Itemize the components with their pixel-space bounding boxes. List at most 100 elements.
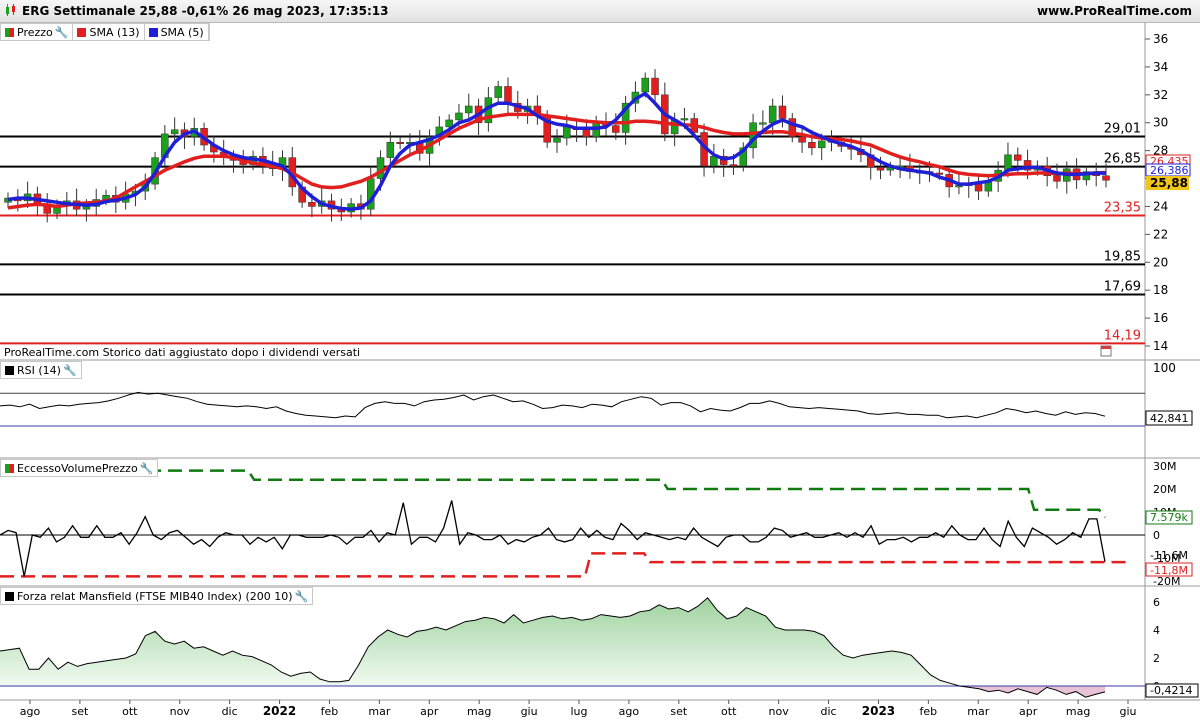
- price-tick-label: 32: [1153, 88, 1168, 102]
- x-tick-label: feb: [321, 705, 339, 718]
- x-tick-label: giu: [1119, 705, 1136, 718]
- x-tick-label: 2023: [862, 704, 895, 718]
- candle-body: [768, 105, 777, 123]
- candle-body: [974, 183, 983, 192]
- candle-body: [1004, 154, 1012, 171]
- candle-body: [935, 172, 944, 175]
- candle-body: [170, 129, 179, 135]
- price-tick-label: 22: [1153, 227, 1168, 241]
- x-tick-label: apr: [420, 705, 439, 718]
- mansfield-tick-label: 6: [1153, 596, 1160, 609]
- price-tick-label: 24: [1153, 199, 1168, 213]
- rsi-value-label: 42,841: [1150, 412, 1189, 425]
- wrench-icon[interactable]: 🔧: [54, 25, 69, 39]
- volume-upper-tag: [1145, 510, 1193, 525]
- level-label: 23,35: [1104, 201, 1141, 216]
- site-link[interactable]: www.ProRealTime.com: [1037, 4, 1192, 18]
- wrench-icon[interactable]: 🔧: [139, 461, 154, 475]
- candle-body: [680, 118, 689, 121]
- candle-body: [612, 125, 620, 133]
- volume-tick-label: 0: [1153, 529, 1160, 542]
- volume-tick-label: 20M: [1153, 483, 1177, 496]
- mansfield-positive-area: [0, 597, 1105, 686]
- legend-sma13[interactable]: SMA (13): [73, 24, 145, 40]
- candle-body: [376, 157, 385, 179]
- x-tick-label: mar: [368, 705, 390, 718]
- rsi-legend[interactable]: RSI (14) 🔧: [0, 361, 82, 379]
- volume-label: EccessoVolumePrezzo: [17, 461, 138, 475]
- rsi-value-tag: [1145, 410, 1193, 426]
- mansfield-legend[interactable]: Forza relat Mansfield (FTSE MIB40 Index)…: [0, 587, 314, 605]
- level-label: 17,69: [1104, 280, 1141, 295]
- sma5-swatch-icon: [148, 27, 158, 37]
- candle-body: [817, 140, 826, 149]
- price-tick-label: 18: [1153, 283, 1168, 297]
- volume-tick-label: -10M: [1153, 552, 1180, 565]
- rsi-label: RSI (14): [17, 363, 61, 377]
- mansfield-negative-area: [0, 686, 1105, 698]
- candle-body: [582, 129, 591, 137]
- level-label: 26,85: [1104, 152, 1141, 167]
- calendar-icon-top: [1101, 346, 1111, 349]
- mansfield-tick-label: 4: [1153, 624, 1160, 637]
- level-label: 29,01: [1104, 122, 1141, 137]
- legend-price[interactable]: Prezzo 🔧: [1, 24, 74, 40]
- candle-body: [455, 112, 463, 121]
- price-tick-label: 36: [1153, 32, 1168, 46]
- title-bar: ERG Settimanale 25,88 -0,61% 26 mag 2023…: [0, 0, 1200, 23]
- candle-body: [465, 105, 473, 114]
- candle-body: [1023, 160, 1032, 171]
- rsi-line: [0, 391, 1106, 419]
- candle-body: [308, 202, 316, 207]
- legend-price-label: Prezzo: [17, 25, 53, 39]
- mansfield-line: [0, 597, 1106, 698]
- legend-sma5[interactable]: SMA (5): [145, 24, 209, 40]
- x-tick-label: mar: [967, 705, 989, 718]
- volume-upper-label: 7.579k: [1150, 511, 1188, 524]
- candle-body: [494, 86, 502, 98]
- chart-title: ERG Settimanale 25,88 -0,61% 26 mag 2023…: [22, 4, 389, 18]
- candle-body: [1014, 154, 1022, 161]
- wrench-icon[interactable]: 🔧: [294, 589, 309, 603]
- x-tick-label: set: [670, 705, 687, 718]
- candle-body: [759, 122, 767, 125]
- volume-lower-tag: [1145, 562, 1193, 577]
- legend-sma5-label: SMA (5): [160, 25, 204, 39]
- price-tick-label: 34: [1153, 60, 1168, 74]
- price-tick-label: 14: [1153, 339, 1168, 353]
- legend-sma13-label: SMA (13): [89, 25, 140, 39]
- mansfield-value-tag: [1145, 683, 1199, 698]
- price-tick-label: 16: [1153, 311, 1168, 325]
- volume-legend[interactable]: EccessoVolumePrezzo 🔧: [0, 459, 159, 477]
- candle-body: [82, 206, 91, 210]
- data-note: ProRealTime.com Storico dati aggiustato …: [4, 346, 361, 359]
- mansfield-swatch-icon: [5, 591, 14, 601]
- mansfield-label: Forza relat Mansfield (FTSE MIB40 Index)…: [17, 589, 293, 603]
- sma-price-label: 26,386: [1150, 164, 1189, 177]
- x-tick-label: mag: [467, 705, 491, 718]
- rsi-swatch-icon: [5, 365, 14, 375]
- sma13-swatch-icon: [77, 27, 87, 37]
- wrench-icon[interactable]: 🔧: [62, 363, 77, 377]
- price-legend: Prezzo 🔧 SMA (13) SMA (5): [0, 23, 210, 41]
- x-tick-label: nov: [170, 705, 191, 718]
- candle-body: [1082, 171, 1091, 181]
- x-tick-label: mag: [1066, 705, 1090, 718]
- volume-lower-band: [0, 552, 1129, 578]
- volume-lower-label: -11,8M: [1150, 564, 1188, 577]
- mansfield-value-label: -0,4214: [1150, 684, 1192, 697]
- volume-tick-label: -20M: [1153, 575, 1180, 588]
- volume-upper-band: [0, 469, 1106, 519]
- candle-body: [1102, 175, 1110, 181]
- volume-mid-label: -11,6M: [1150, 549, 1188, 562]
- x-tick-label: ott: [122, 705, 138, 718]
- x-tick-label: giu: [521, 705, 538, 718]
- candle-body: [729, 164, 738, 167]
- candle-body: [563, 126, 571, 139]
- candle-body: [553, 137, 561, 143]
- candle-body: [788, 118, 797, 137]
- sma13-line: [7, 112, 1107, 210]
- x-tick-label: nov: [769, 705, 790, 718]
- candle-body: [876, 167, 885, 171]
